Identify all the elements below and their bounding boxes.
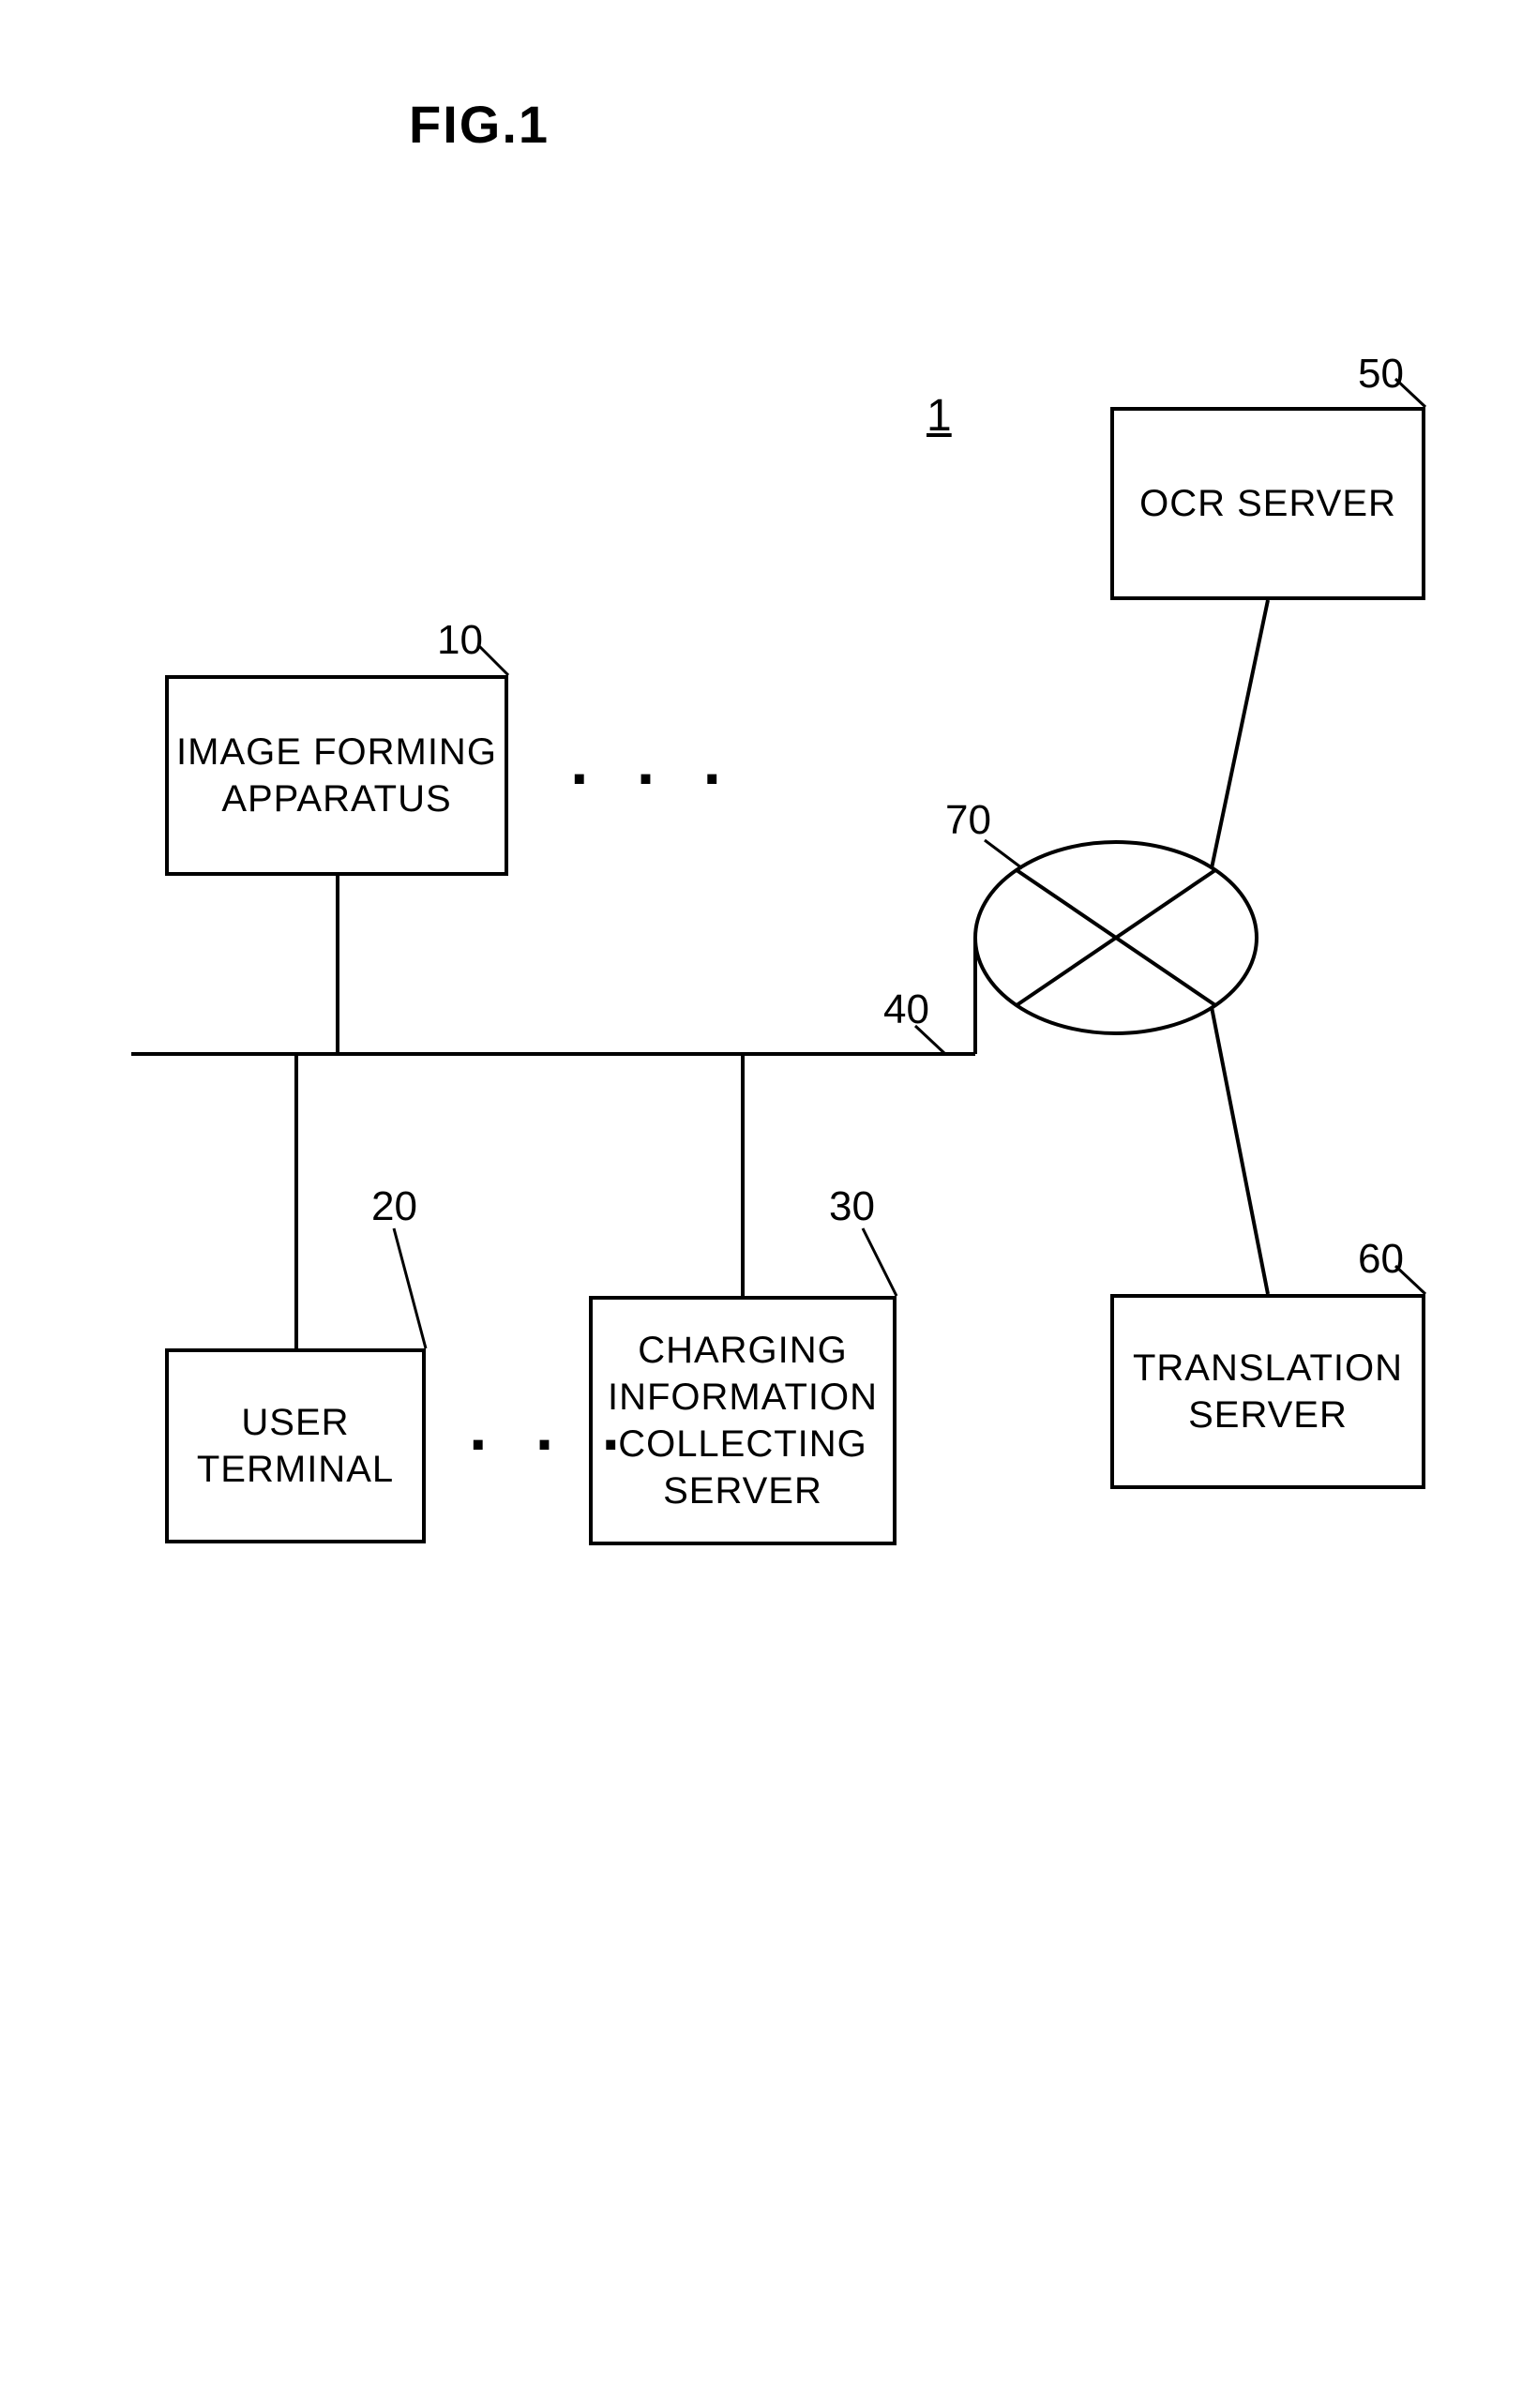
- node-user_terminal-ref: 20: [371, 1183, 417, 1230]
- bus-drops: [296, 876, 743, 1348]
- wiring-svg: [0, 0, 1522, 2408]
- node-translation-ref: 60: [1358, 1236, 1404, 1283]
- network-hub-ref: 70: [945, 797, 991, 844]
- node-charging-tick: [863, 1228, 897, 1296]
- node-charging-ref: 30: [829, 1183, 875, 1230]
- figure-title: FIG.1: [409, 94, 550, 155]
- diagram-canvas: FIG.1 1 IMAGE FORMINGAPPARATUS 10 USERTERM…: [0, 0, 1522, 2408]
- bus-ref: 40: [883, 986, 929, 1033]
- node-image_forming-ref: 10: [437, 617, 483, 664]
- node-user_terminal: USERTERMINAL: [165, 1348, 426, 1543]
- node-user_terminal-tick: [394, 1228, 426, 1348]
- hub-spoke: [1212, 1007, 1268, 1294]
- node-translation: TRANSLATIONSERVER: [1110, 1294, 1425, 1489]
- hub-ref-tick: [985, 840, 1022, 868]
- node-ocr-ref: 50: [1358, 351, 1404, 398]
- ellipsis-mark: · · ·: [469, 1407, 637, 1482]
- hub-spoke: [1212, 600, 1268, 868]
- ellipsis-mark: · · ·: [570, 741, 738, 816]
- system-reference-label: 1: [927, 390, 952, 442]
- node-ocr: OCR SERVER: [1110, 407, 1425, 600]
- node-image_forming: IMAGE FORMINGAPPARATUS: [165, 675, 508, 876]
